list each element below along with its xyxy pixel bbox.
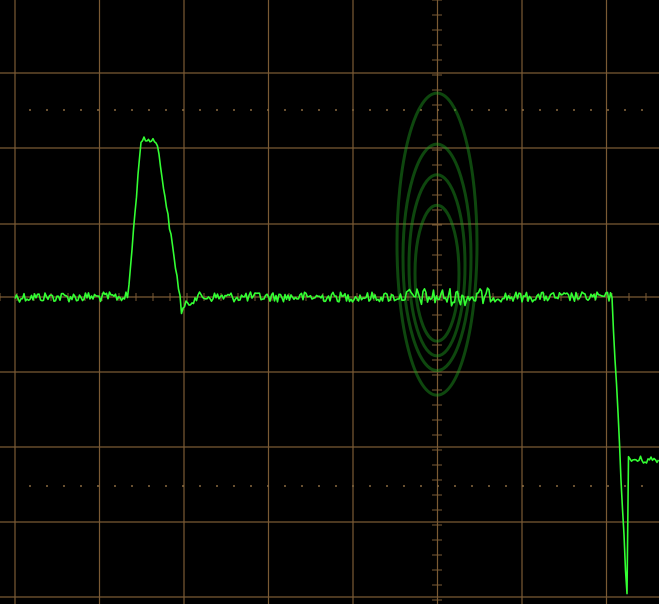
graticule-dot <box>165 485 167 487</box>
graticule-dot <box>420 485 422 487</box>
graticule-dot <box>471 485 473 487</box>
graticule-dot <box>556 109 558 111</box>
ghost-ellipse <box>413 203 461 343</box>
graticule-dot <box>233 485 235 487</box>
graticule-dot <box>539 485 541 487</box>
graticule-dot <box>284 109 286 111</box>
graticule-dot <box>590 109 592 111</box>
graticule-dot <box>624 109 626 111</box>
graticule-dot <box>522 109 524 111</box>
graticule-dot <box>607 485 609 487</box>
graticule-dot <box>454 109 456 111</box>
ghost-ellipse <box>401 142 473 373</box>
ghost-ellipse-traces <box>395 91 479 397</box>
graticule-dot <box>386 109 388 111</box>
graticule-dot <box>420 109 422 111</box>
graticule-dot <box>488 485 490 487</box>
ghost-ellipse <box>395 91 479 397</box>
graticule-dot <box>267 485 269 487</box>
graticule-dot <box>624 485 626 487</box>
graticule-dot <box>182 109 184 111</box>
graticule-dot <box>114 109 116 111</box>
graticule-dot <box>318 485 320 487</box>
graticule-dot <box>522 485 524 487</box>
graticule-dot <box>318 109 320 111</box>
graticule-dot <box>301 109 303 111</box>
graticule-dot <box>97 109 99 111</box>
graticule-dot <box>250 109 252 111</box>
graticule-dot <box>199 109 201 111</box>
graticule-dot <box>233 109 235 111</box>
graticule-dot <box>590 485 592 487</box>
graticule-dot <box>573 109 575 111</box>
graticule-dot <box>403 109 405 111</box>
graticule-dot <box>386 485 388 487</box>
graticule-dot <box>641 485 643 487</box>
graticule-dot <box>148 485 150 487</box>
graticule-dot <box>607 109 609 111</box>
ghost-ellipse <box>407 173 467 358</box>
graticule-dot <box>199 485 201 487</box>
graticule-dot <box>641 109 643 111</box>
graticule-dot <box>437 109 439 111</box>
graticule-dot <box>182 485 184 487</box>
graticule-dot <box>335 485 337 487</box>
graticule-dot <box>267 109 269 111</box>
graticule-dot <box>46 485 48 487</box>
signal-trace <box>14 136 659 595</box>
graticule-dot <box>471 109 473 111</box>
graticule-dot <box>454 485 456 487</box>
graticule-dot <box>63 109 65 111</box>
graticule-dot <box>131 485 133 487</box>
graticule-dot <box>97 485 99 487</box>
graticule-dot <box>369 109 371 111</box>
graticule-dot <box>131 109 133 111</box>
graticule-dot <box>284 485 286 487</box>
graticule-dot <box>29 485 31 487</box>
graticule-dot <box>301 485 303 487</box>
graticule-dot <box>63 485 65 487</box>
graticule-dot <box>403 485 405 487</box>
graticule-dot <box>80 109 82 111</box>
graticule-dot <box>114 485 116 487</box>
graticule-dot <box>505 109 507 111</box>
graticule-dot <box>352 485 354 487</box>
graticule-dot <box>488 109 490 111</box>
graticule-dot <box>573 485 575 487</box>
graticule-dot <box>216 109 218 111</box>
graticule-dot <box>437 485 439 487</box>
graticule-dot <box>335 109 337 111</box>
graticule-dot <box>505 485 507 487</box>
graticule-dot <box>165 109 167 111</box>
graticule-dot <box>29 109 31 111</box>
graticule-dot <box>250 485 252 487</box>
graticule-dot <box>46 109 48 111</box>
graticule-dot <box>148 109 150 111</box>
graticule-dot <box>80 485 82 487</box>
graticule-dot <box>369 485 371 487</box>
graticule-dot <box>216 485 218 487</box>
graticule-dot <box>539 109 541 111</box>
graticule-dot <box>556 485 558 487</box>
graticule-dot <box>352 109 354 111</box>
graticule-dotted-lines <box>29 109 643 487</box>
